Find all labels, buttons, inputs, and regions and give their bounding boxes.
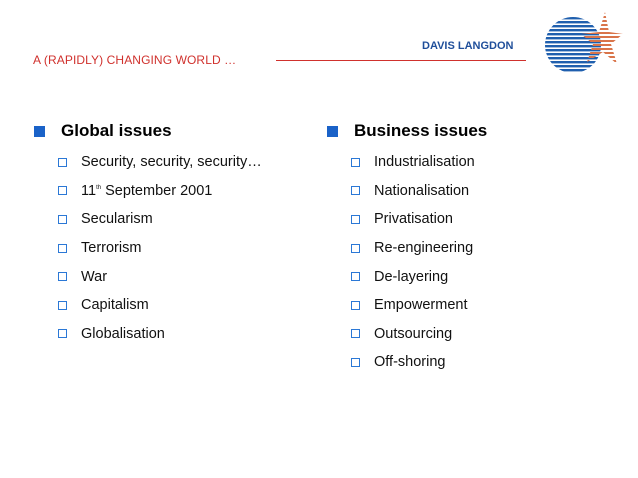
circle-star-logo-icon [545,12,623,73]
list-item: Terrorism [58,234,262,263]
square-bullet-icon [327,125,338,137]
business-issues-heading: Business issues [327,120,487,142]
list-item: War [58,262,262,291]
hollow-square-bullet-icon [351,329,360,339]
hollow-square-bullet-icon [351,186,360,196]
list-item: 11th September 2001 [58,177,262,206]
hollow-square-bullet-icon [58,243,67,253]
list-item: Globalisation [58,320,262,349]
list-item: Nationalisation [351,177,487,206]
title-divider [276,60,526,61]
list-item: Privatisation [351,205,487,234]
hollow-square-bullet-icon [58,157,67,167]
list-item: Security, security, security… [58,148,262,177]
business-issues-column: Business issues Industrialisation Nation… [327,120,487,377]
list-item: De-layering [351,262,487,291]
global-issues-list: Security, security, security… 11th Septe… [58,148,262,348]
hollow-square-bullet-icon [58,272,67,282]
hollow-square-bullet-icon [351,300,360,310]
global-issues-column: Global issues Security, security, securi… [34,120,262,348]
hollow-square-bullet-icon [58,300,67,310]
list-item: Empowerment [351,291,487,320]
hollow-square-bullet-icon [351,157,360,167]
brand-name: DAVIS LANGDON [422,40,514,52]
square-bullet-icon [34,125,45,137]
list-item: Industrialisation [351,148,487,177]
hollow-square-bullet-icon [58,186,67,196]
hollow-square-bullet-icon [58,214,67,224]
hollow-square-bullet-icon [351,214,360,224]
global-issues-heading: Global issues [34,120,262,142]
list-item: Secularism [58,205,262,234]
business-issues-list: Industrialisation Nationalisation Privat… [351,148,487,377]
hollow-square-bullet-icon [351,357,360,367]
list-item: Capitalism [58,291,262,320]
hollow-square-bullet-icon [351,272,360,282]
slide-title: A (RAPIDLY) CHANGING WORLD … [33,53,237,67]
hollow-square-bullet-icon [58,329,67,339]
list-item: Outsourcing [351,320,487,349]
list-item: Off-shoring [351,348,487,377]
list-item: Re-engineering [351,234,487,263]
hollow-square-bullet-icon [351,243,360,253]
